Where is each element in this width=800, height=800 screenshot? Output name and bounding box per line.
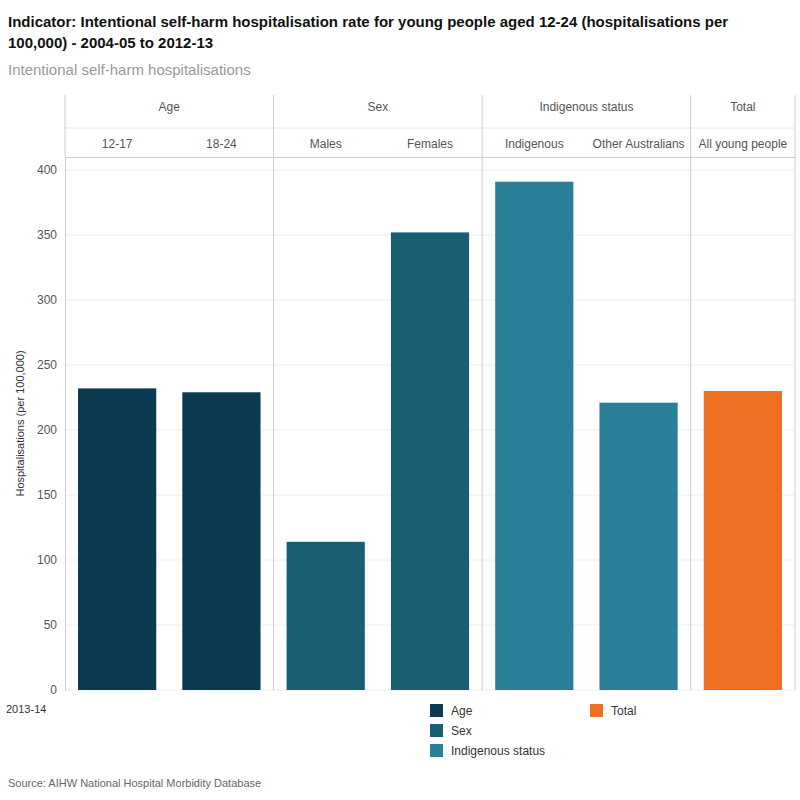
x-tick: Males xyxy=(310,137,342,157)
bars xyxy=(78,182,782,690)
title: Indicator: Intentional self-harm hospita… xyxy=(8,13,728,51)
x-tick-label: 12-17 xyxy=(102,137,133,151)
y-tick-label: 50 xyxy=(44,618,58,632)
y-tick: 350 xyxy=(37,228,65,242)
y-tick-label: 0 xyxy=(50,683,57,697)
grid xyxy=(65,170,795,690)
panel-divider xyxy=(273,95,274,690)
legend-swatch xyxy=(430,744,443,757)
panel-border xyxy=(795,95,796,690)
bar xyxy=(391,232,469,690)
x-axis: 12-17 18-24 Males Females Indigenous Other Au… xyxy=(66,137,796,158)
panel-divider xyxy=(690,95,691,690)
y-tick-label: 400 xyxy=(37,163,57,177)
y-axis-title: Hospitalisations (per 100,000) xyxy=(14,350,26,496)
y-tick-label: 150 xyxy=(37,488,57,502)
subtitle: Intentional self-harm hospitalisations xyxy=(8,61,251,78)
legend-item: Age xyxy=(430,704,473,718)
legend-item: Total xyxy=(590,704,636,718)
legend-label: Age xyxy=(451,704,473,718)
y-tick: 50 xyxy=(44,618,65,632)
panel-border xyxy=(65,95,66,157)
y-tick-label: 100 xyxy=(37,553,57,567)
x-tick-label: All young people xyxy=(698,137,787,151)
y-tick: 250 xyxy=(37,358,65,372)
legend-swatch xyxy=(430,724,443,737)
group-header: Indigenous status xyxy=(539,100,633,114)
x-tick: 18-24 xyxy=(206,137,237,157)
y-tick: 300 xyxy=(37,293,65,307)
x-tick: Females xyxy=(407,137,453,157)
bar xyxy=(704,391,782,690)
x-tick-label: Males xyxy=(310,137,342,151)
group-header: Age xyxy=(159,100,181,114)
y-axis: 0 50 100 150 200 250 300 350 400 xyxy=(37,158,66,698)
x-tick: 12-17 xyxy=(102,137,133,157)
y-tick-label: 300 xyxy=(37,293,57,307)
bar xyxy=(495,182,573,690)
y-tick-label: 200 xyxy=(37,423,57,437)
header-divider xyxy=(65,128,795,129)
legend-label: Total xyxy=(611,704,636,718)
y-axis-line xyxy=(65,158,66,691)
x-tick: All young people xyxy=(698,137,787,157)
annotation: 2013-14 xyxy=(6,703,46,715)
legend-item: Indigenous status xyxy=(430,744,545,758)
x-tick-label: Other Australians xyxy=(593,137,685,151)
bar xyxy=(599,403,677,690)
y-tick: 150 xyxy=(37,488,65,502)
bar xyxy=(182,392,260,690)
legend: Age Sex Indigenous status Total xyxy=(430,704,636,758)
x-tick-label: Indigenous xyxy=(505,137,564,151)
x-tick-label: Females xyxy=(407,137,453,151)
y-tick-label: 250 xyxy=(37,358,57,372)
y-tick-label: 350 xyxy=(37,228,57,242)
group-header: Total xyxy=(730,100,755,114)
legend-label: Indigenous status xyxy=(451,744,545,758)
y-tick: 400 xyxy=(37,163,65,177)
group-header: Sex xyxy=(368,100,389,114)
x-axis-line xyxy=(66,157,796,158)
grid-line xyxy=(65,170,795,171)
y-tick: 100 xyxy=(37,553,65,567)
bar xyxy=(287,542,365,690)
x-tick-label: 18-24 xyxy=(206,137,237,151)
legend-swatch xyxy=(430,704,443,717)
panel-divider xyxy=(482,95,483,690)
legend-label: Sex xyxy=(451,724,472,738)
y-tick: 0 xyxy=(50,683,65,697)
bar xyxy=(78,388,156,690)
legend-item: Sex xyxy=(430,724,472,738)
y-tick: 200 xyxy=(37,423,65,437)
source: Source: AIHW National Hospital Morbidity… xyxy=(8,777,261,789)
panels: Age Sex Indigenous status Total xyxy=(65,95,795,690)
chart: Indicator: Intentional self-harm hospita… xyxy=(0,0,800,800)
x-tick: Indigenous xyxy=(505,137,564,157)
legend-swatch xyxy=(590,704,603,717)
x-tick: Other Australians xyxy=(593,137,685,157)
